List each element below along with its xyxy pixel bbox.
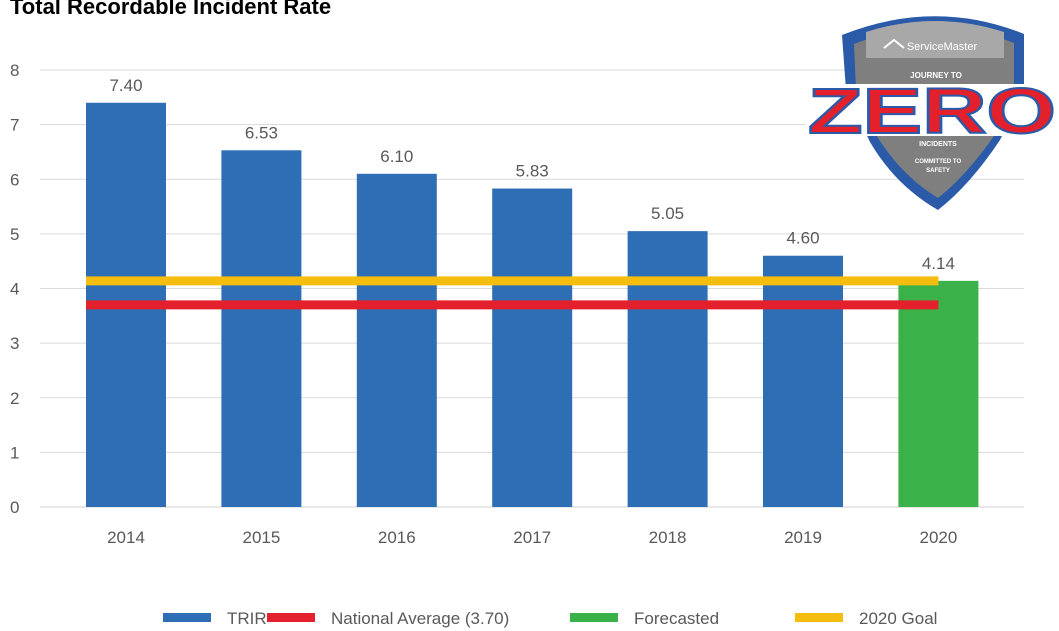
y-tick-label: 1 — [10, 443, 19, 462]
y-tick-label: 6 — [10, 170, 19, 189]
x-tick-label-2019: 2019 — [784, 528, 822, 547]
legend: TRIR National Average (3.70) Forecasted 202… — [163, 609, 937, 628]
bar-trir-2018 — [627, 231, 708, 508]
data-label-2019: 4.60 — [786, 229, 819, 248]
reference-lines — [86, 276, 939, 310]
data-label-2016: 6.10 — [380, 147, 413, 166]
data-label-2018: 5.05 — [651, 204, 684, 223]
legend-label-2020-goal: 2020 Goal — [859, 609, 937, 628]
bar-trir-2016 — [356, 173, 437, 507]
logo-line3-text: COMMITTED TO — [915, 159, 962, 165]
y-tick-label: 4 — [10, 280, 19, 299]
data-label-2014: 7.40 — [109, 76, 142, 95]
y-tick-label: 7 — [10, 116, 19, 135]
bar-forecasted-2020 — [898, 280, 979, 507]
journey-to-zero-logo: ServiceMaster JOURNEY TO ZERO INCIDENTS … — [806, 16, 1058, 210]
x-axis-ticks: 2014 2015 2016 2017 2018 2019 2020 — [107, 528, 957, 547]
logo-line4-text: SAFETY — [926, 168, 950, 174]
x-tick-label-2016: 2016 — [378, 528, 416, 547]
chart-title: Total Recordable Incident Rate — [10, 0, 332, 19]
legend-swatch-trir — [163, 613, 211, 622]
data-label-2015: 6.53 — [245, 123, 278, 142]
x-tick-label-2015: 2015 — [242, 528, 280, 547]
logo-zero-text: ZERO — [808, 75, 1056, 147]
x-tick-label-2020: 2020 — [919, 528, 957, 547]
legend-label-forecasted: Forecasted — [634, 609, 719, 628]
legend-label-trir: TRIR — [227, 609, 267, 628]
y-tick-label: 0 — [10, 498, 19, 517]
bar-trir-2017 — [492, 188, 573, 507]
data-labels: 7.40 6.53 6.10 5.83 5.05 4.60 4.14 — [109, 76, 954, 273]
y-tick-label: 8 — [10, 61, 19, 80]
logo-line1-text: JOURNEY TO — [910, 71, 962, 80]
legend-swatch-national-average-3-70 — [267, 613, 315, 622]
y-tick-label: 3 — [10, 334, 19, 353]
data-label-2017: 5.83 — [516, 162, 549, 181]
data-label-2020: 4.14 — [922, 254, 955, 273]
legend-swatch-forecasted — [570, 613, 618, 622]
bar-trir-2015 — [221, 150, 302, 507]
logo-line2-text: INCIDENTS — [919, 141, 957, 148]
y-axis-ticks: 0 1 2 3 4 5 6 7 8 — [10, 61, 19, 517]
logo-brand-band — [866, 21, 1004, 58]
legend-label-national-average-3-70: National Average (3.70) — [331, 609, 509, 628]
logo-swoosh-icon — [883, 38, 905, 49]
x-tick-label-2018: 2018 — [649, 528, 687, 547]
logo-brand-text: ServiceMaster — [907, 41, 978, 53]
y-tick-label: 2 — [10, 389, 19, 408]
x-tick-label-2014: 2014 — [107, 528, 145, 547]
logo-zero-band — [806, 84, 1058, 136]
x-tick-label-2017: 2017 — [513, 528, 551, 547]
y-tick-label: 5 — [10, 225, 19, 244]
legend-swatch-2020-goal — [795, 613, 843, 622]
bar-trir-2019 — [763, 255, 843, 507]
